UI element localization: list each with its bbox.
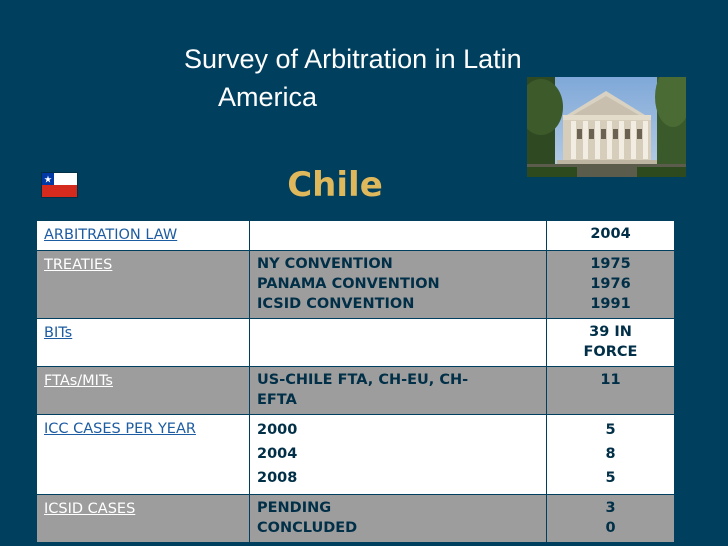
value-line: 11 — [600, 372, 621, 388]
table-row: ICSID CASES PENDING CONCLUDED 3 0 — [36, 494, 675, 543]
row-value: 11 — [546, 366, 675, 415]
row-label-icsid-cases[interactable]: ICSID CASES — [36, 494, 250, 543]
slide-title: Survey of Arbitration in Latin America — [184, 40, 604, 116]
value-line: 1975 — [590, 256, 631, 272]
table-row: FTAs/MITs US-CHILE FTA, CH-EU, CH- EFTA … — [36, 366, 675, 415]
row-label-ftas-mits[interactable]: FTAs/MITs — [36, 366, 250, 415]
row-detail — [249, 220, 547, 251]
slide-title-line-1: Survey of Arbitration in Latin — [184, 44, 522, 74]
value-line: 39 IN — [589, 324, 632, 340]
detail-line: 2000 — [257, 422, 298, 438]
row-value: 1975 1976 1991 — [546, 250, 675, 319]
table-row: TREATIES NY CONVENTION PANAMA CONVENTION… — [36, 250, 675, 319]
value-line: 1976 — [590, 276, 631, 292]
table-row: ICC CASES PER YEAR 2000 2004 2008 5 8 5 — [36, 414, 675, 495]
row-label-treaties[interactable]: TREATIES — [36, 250, 250, 319]
row-detail: US-CHILE FTA, CH-EU, CH- EFTA — [249, 366, 547, 415]
detail-line: ICSID CONVENTION — [257, 296, 415, 312]
building-photo — [527, 77, 686, 177]
detail-line: EFTA — [257, 392, 297, 408]
value-line: 0 — [605, 520, 616, 536]
country-heading: Chile — [287, 165, 383, 205]
value-line: 8 — [605, 446, 616, 462]
chile-flag-icon — [42, 173, 77, 197]
table-row: ARBITRATION LAW 2004 — [36, 220, 675, 251]
row-detail: 2000 2004 2008 — [249, 414, 547, 495]
detail-line: US-CHILE FTA, CH-EU, CH- — [257, 372, 469, 388]
row-detail: NY CONVENTION PANAMA CONVENTION ICSID CO… — [249, 250, 547, 319]
row-detail — [249, 318, 547, 367]
row-value: 5 8 5 — [546, 414, 675, 495]
detail-line: CONCLUDED — [257, 520, 358, 536]
government-building-photo — [527, 77, 686, 177]
value-line: FORCE — [583, 344, 638, 360]
detail-line: PENDING — [257, 500, 332, 516]
value-line: 2004 — [590, 226, 631, 242]
row-value: 39 IN FORCE — [546, 318, 675, 367]
value-line: 1991 — [590, 296, 631, 312]
detail-line: PANAMA CONVENTION — [257, 276, 440, 292]
detail-line: NY CONVENTION — [257, 256, 393, 272]
row-value: 3 0 — [546, 494, 675, 543]
row-label-arbitration-law[interactable]: ARBITRATION LAW — [36, 220, 250, 251]
arbitration-table: ARBITRATION LAW 2004 TREATIES NY CONVENT… — [36, 220, 675, 543]
value-line: 3 — [605, 500, 616, 516]
row-label-icc-cases[interactable]: ICC CASES PER YEAR — [36, 414, 250, 495]
detail-line: 2008 — [257, 470, 298, 486]
value-line: 5 — [605, 422, 616, 438]
row-detail: PENDING CONCLUDED — [249, 494, 547, 543]
slide-title-line-2: America — [218, 82, 318, 112]
detail-line: 2004 — [257, 446, 298, 462]
row-value: 2004 — [546, 220, 675, 251]
table-row: BITs 39 IN FORCE — [36, 318, 675, 367]
value-line: 5 — [605, 470, 616, 486]
row-label-bits[interactable]: BITs — [36, 318, 250, 367]
